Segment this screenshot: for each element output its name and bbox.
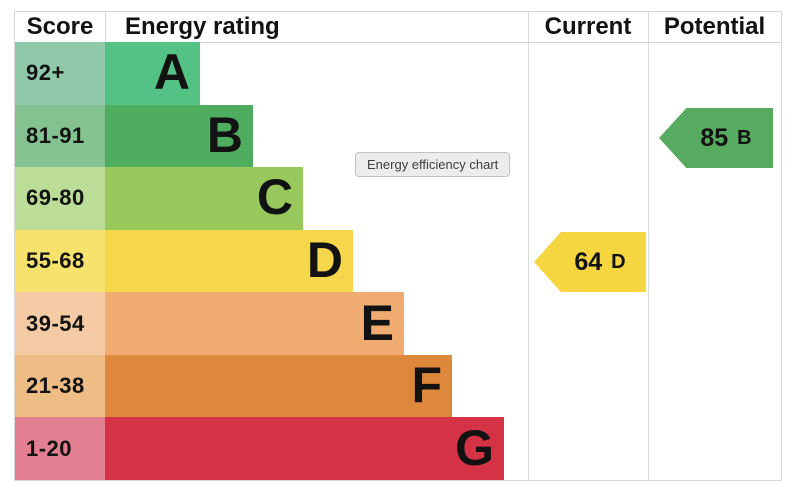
column-divider-potential xyxy=(648,12,649,480)
rating-bar-e: E xyxy=(105,292,404,355)
header-potential: Potential xyxy=(663,13,766,40)
header-energy-rating: Energy rating xyxy=(125,13,280,40)
band-row-c: 69-80 C xyxy=(15,167,781,230)
band-row-e: 39-54 E xyxy=(15,292,781,355)
chart-tooltip: Energy efficiency chart xyxy=(355,152,511,177)
score-range-a: 92+ xyxy=(15,42,105,105)
potential-rating-value: 85 xyxy=(700,123,729,152)
potential-rating-band: B xyxy=(737,126,752,149)
rating-bar-c: C xyxy=(105,167,303,230)
column-divider-current xyxy=(528,12,529,480)
band-letter: E xyxy=(360,294,394,351)
band-letter: D xyxy=(306,232,343,289)
score-range-c: 69-80 xyxy=(15,167,105,230)
band-letter: B xyxy=(206,106,243,163)
score-range-g: 1-20 xyxy=(15,417,105,481)
band-letter: G xyxy=(455,419,494,476)
rating-bar-b: B xyxy=(105,104,253,168)
rating-bar-f: F xyxy=(105,354,452,418)
epc-rating-table: Score Energy rating Current Potential 92… xyxy=(14,11,782,481)
band-letter: F xyxy=(411,357,442,414)
rating-bar-d: D xyxy=(105,229,353,293)
table-header: Score Energy rating Current Potential xyxy=(15,12,781,43)
band-letter: C xyxy=(256,169,293,226)
band-rows: 92+ A 81-91 B 69-80 C 55-68 D 39-54 E 21-38 F 1-20 G xyxy=(15,42,781,481)
band-row-b: 81-91 B xyxy=(15,104,781,168)
header-current: Current xyxy=(544,13,632,40)
score-range-d: 55-68 xyxy=(15,229,105,293)
current-rating-value: 64 xyxy=(574,247,603,276)
band-row-g: 1-20 G xyxy=(15,417,781,481)
current-rating-arrow: 64 D xyxy=(534,232,646,292)
rating-bar-a: A xyxy=(105,42,200,105)
band-row-a: 92+ A xyxy=(15,42,781,105)
score-range-b: 81-91 xyxy=(15,104,105,168)
current-rating-band: D xyxy=(611,250,626,273)
score-range-e: 39-54 xyxy=(15,292,105,355)
band-letter: A xyxy=(153,44,190,101)
band-row-d: 55-68 D xyxy=(15,229,781,293)
rating-bar-g: G xyxy=(105,417,504,481)
band-row-f: 21-38 F xyxy=(15,354,781,418)
score-range-f: 21-38 xyxy=(15,354,105,418)
header-score: Score xyxy=(26,13,94,40)
potential-rating-arrow: 85 B xyxy=(659,108,773,168)
